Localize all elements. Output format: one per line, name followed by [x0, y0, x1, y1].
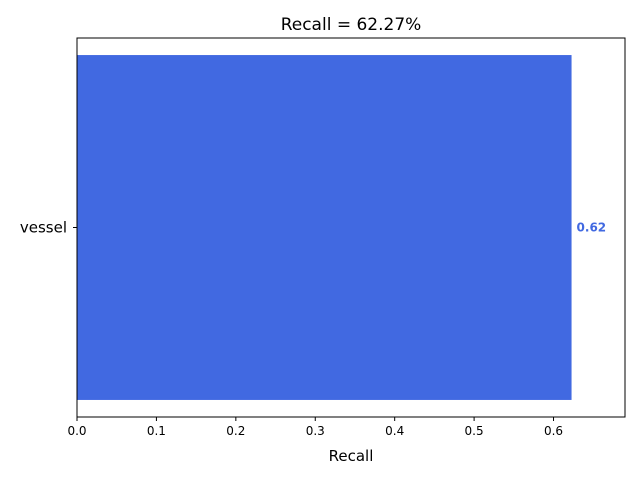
chart-title: Recall = 62.27% [281, 15, 422, 35]
y-tick-label-vessel: vessel [20, 219, 67, 237]
bar-vessel [77, 55, 572, 400]
x-tick-label: 0.0 [67, 424, 86, 438]
plot-area: vessel 0.62 0.0 0.1 0.2 0.3 0.4 0.5 0.6 [20, 55, 606, 438]
x-axis-label: Recall [329, 447, 374, 465]
x-tick-label: 0.1 [147, 424, 166, 438]
data-label-vessel: 0.62 [577, 221, 607, 235]
x-tick-label: 0.2 [226, 424, 245, 438]
plot-frame [76, 37, 626, 418]
x-tick-label: 0.3 [306, 424, 325, 438]
x-tick-label: 0.4 [385, 424, 404, 438]
x-tick-label: 0.5 [465, 424, 484, 438]
x-tick-label: 0.6 [544, 424, 563, 438]
